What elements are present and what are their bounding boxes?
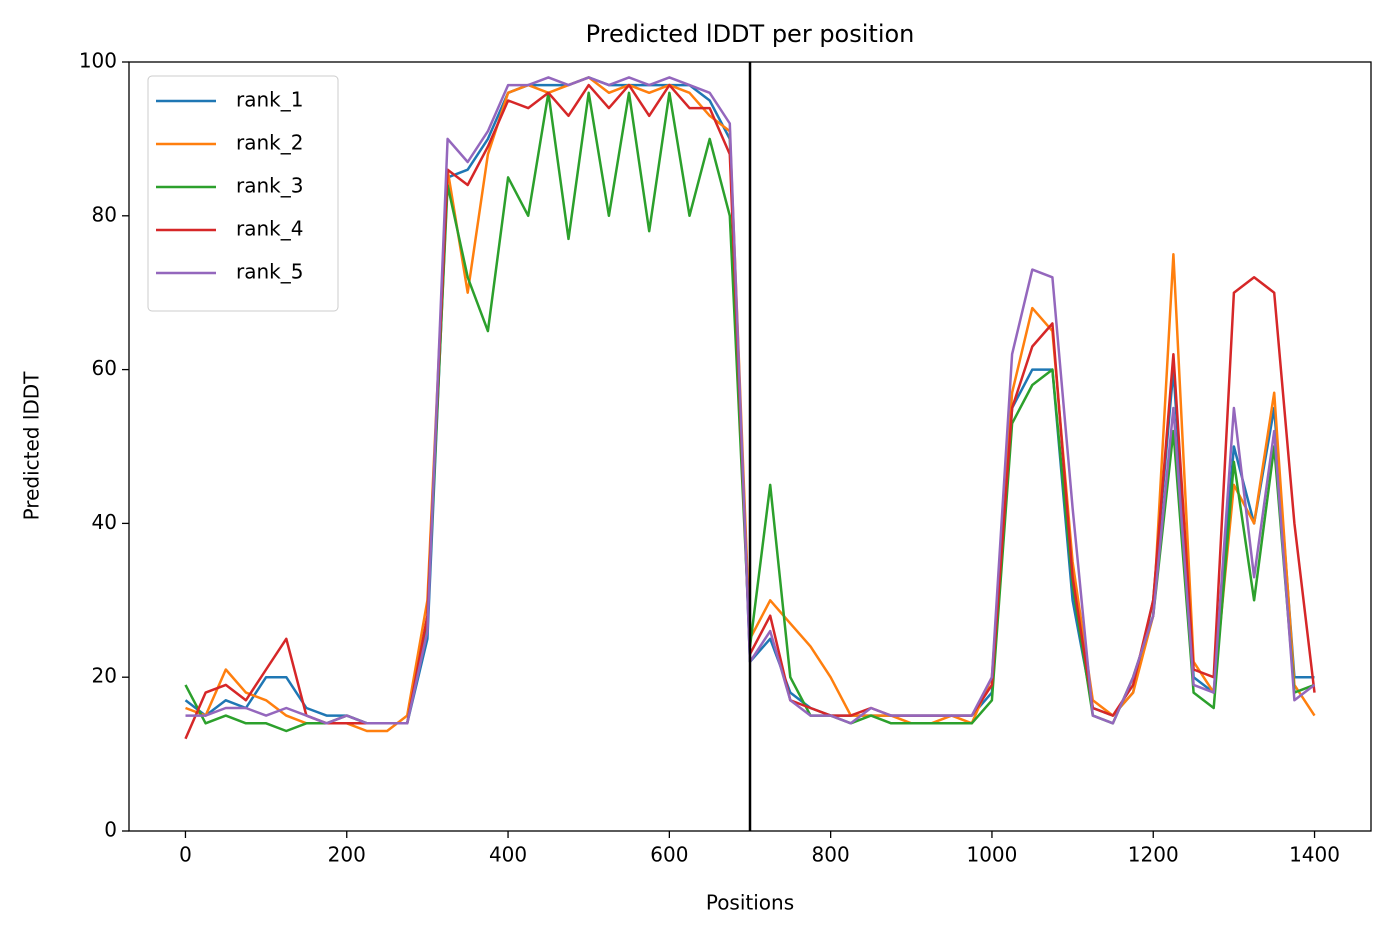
legend-label: rank_3 (236, 174, 303, 198)
x-tick-label: 200 (328, 843, 366, 867)
y-tick-label: 20 (92, 664, 117, 688)
legend-label: rank_5 (236, 260, 303, 284)
y-axis-label: Predicted lDDT (20, 371, 44, 521)
chart-title: Predicted lDDT per position (586, 20, 915, 48)
legend-label: rank_4 (236, 217, 303, 241)
legend-box (147, 75, 339, 312)
x-tick-label: 0 (179, 843, 192, 867)
x-tick-label: 1200 (1128, 843, 1179, 867)
y-tick-label: 80 (92, 202, 117, 226)
legend-label: rank_2 (236, 131, 303, 155)
x-tick-label: 1400 (1289, 843, 1340, 867)
x-tick-label: 1000 (966, 843, 1017, 867)
x-tick-label: 600 (650, 843, 688, 867)
x-axis-label: Positions (706, 891, 794, 915)
legend-label: rank_1 (236, 88, 303, 112)
plot-frame (128, 61, 1372, 832)
y-tick-label: 40 (92, 510, 117, 534)
x-tick-label: 800 (812, 843, 850, 867)
x-tick-label: 400 (489, 843, 527, 867)
y-tick-label: 100 (79, 49, 117, 73)
y-tick-label: 60 (92, 356, 117, 380)
y-tick-label: 0 (104, 818, 117, 842)
